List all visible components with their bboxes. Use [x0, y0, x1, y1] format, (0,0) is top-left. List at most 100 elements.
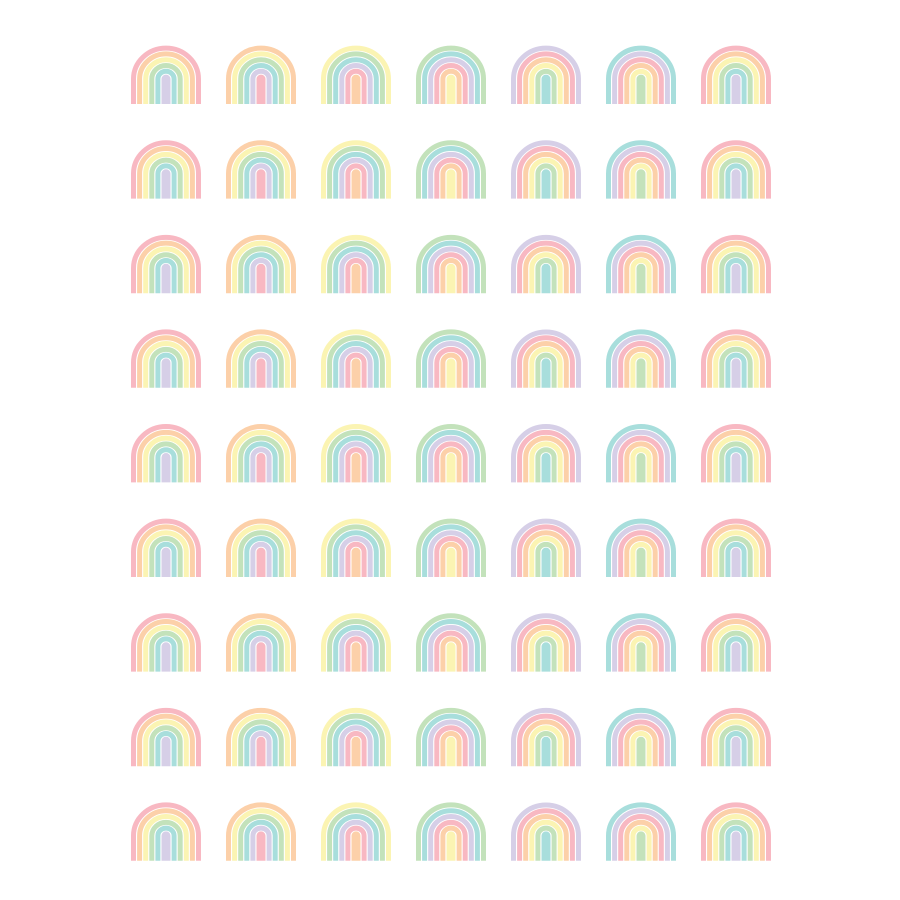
rainbow-arc-teal	[155, 825, 177, 861]
rainbow-arc-yellow	[630, 258, 652, 294]
rainbow-arc-lavender	[428, 246, 474, 294]
rainbow-sticker	[131, 613, 201, 672]
rainbow-arc-orange	[523, 57, 569, 104]
rainbow-sticker	[701, 802, 771, 861]
rainbow-arc-orange	[440, 731, 462, 767]
rainbow-sticker	[226, 424, 296, 483]
rainbow-arc-orange	[351, 547, 361, 577]
rainbow-arc-green	[327, 51, 385, 104]
rainbow-arc-teal	[244, 441, 278, 483]
rainbow-arc-green	[636, 642, 646, 672]
rainbow-sticker	[321, 329, 391, 388]
rainbow-sticker	[416, 140, 486, 199]
rainbow-arc-orange	[707, 240, 765, 294]
rainbow-arc-teal	[244, 252, 278, 294]
rainbow-arc-pink	[131, 518, 201, 577]
rainbow-arc-pink	[517, 713, 575, 767]
rainbow-arc-orange	[707, 524, 765, 577]
rainbow-arc-orange	[707, 808, 765, 861]
rainbow-sticker	[606, 802, 676, 861]
rainbow-arc-orange	[440, 352, 462, 388]
rainbow-arc-lavender	[731, 547, 741, 577]
rainbow-arc-green	[149, 441, 183, 483]
rainbow-arc-green	[149, 63, 183, 104]
rainbow-arc-pink	[434, 630, 468, 672]
rainbow-arc-green	[535, 731, 557, 767]
rainbow-sticker	[321, 707, 391, 767]
rainbow-arc-pink	[345, 352, 367, 388]
rainbow-arc-pink	[345, 731, 367, 767]
rainbow-arc-green	[416, 518, 486, 577]
rainbow-sticker	[131, 329, 201, 388]
rainbow-arc-green	[416, 424, 486, 483]
rainbow-arc-yellow	[321, 234, 391, 294]
rainbow-sticker	[511, 329, 581, 388]
rainbow-arc-yellow	[713, 246, 759, 294]
rainbow-arc-yellow	[529, 819, 563, 861]
rainbow-arc-green	[238, 719, 284, 767]
rainbow-arc-teal	[244, 63, 278, 104]
rainbow-arc-green	[535, 636, 557, 672]
rainbow-sticker	[416, 802, 486, 861]
rainbow-arc-teal	[606, 707, 676, 767]
rainbow-arc-teal	[422, 429, 480, 483]
rainbow-arc-orange	[226, 802, 296, 861]
rainbow-arc-pink	[517, 524, 575, 577]
rainbow-arc-lavender	[161, 263, 171, 294]
rainbow-sticker	[226, 802, 296, 861]
rainbow-arc-green	[149, 536, 183, 577]
rainbow-arc-yellow	[630, 636, 652, 672]
rainbow-sticker	[321, 234, 391, 294]
rainbow-arc-teal	[606, 424, 676, 483]
rainbow-arc-teal	[725, 163, 747, 199]
rainbow-arc-pink	[131, 613, 201, 672]
rainbow-arc-teal	[155, 447, 177, 483]
rainbow-sticker	[701, 140, 771, 199]
rainbow-arc-teal	[725, 825, 747, 861]
rainbow-arc-teal	[725, 68, 747, 104]
rainbow-arc-lavender	[511, 802, 581, 861]
rainbow-arc-teal	[422, 619, 480, 672]
rainbow-sticker	[606, 45, 676, 104]
rainbow-arc-pink	[517, 146, 575, 199]
rainbow-arc-lavender	[161, 169, 171, 199]
rainbow-arc-lavender	[511, 329, 581, 388]
rainbow-sticker	[416, 613, 486, 672]
rainbow-sticker	[701, 45, 771, 104]
rainbow-arc-orange	[440, 68, 462, 104]
rainbow-arc-orange	[226, 140, 296, 199]
rainbow-arc-lavender	[731, 736, 741, 767]
rainbow-arc-pink	[701, 424, 771, 483]
rainbow-arc-teal	[333, 57, 379, 104]
rainbow-arc-pink	[434, 252, 468, 294]
rainbow-arc-lavender	[511, 707, 581, 767]
rainbow-arc-green	[327, 524, 385, 577]
rainbow-arc-yellow	[529, 157, 563, 199]
rainbow-arc-lavender	[511, 45, 581, 104]
rainbow-arc-lavender	[161, 831, 171, 861]
rainbow-arc-yellow	[529, 252, 563, 294]
rainbow-arc-green	[535, 447, 557, 483]
rainbow-arc-green	[327, 713, 385, 767]
rainbow-arc-pink	[701, 45, 771, 104]
rainbow-arc-green	[238, 435, 284, 483]
rainbow-arc-pink	[345, 541, 367, 577]
rainbow-arc-yellow	[143, 246, 189, 294]
rainbow-arc-green	[535, 352, 557, 388]
rainbow-arc-lavender	[161, 736, 171, 767]
rainbow-arc-pink	[131, 329, 201, 388]
rainbow-arc-pink	[345, 68, 367, 104]
rainbow-arc-lavender	[161, 547, 171, 577]
rainbow-sticker	[226, 613, 296, 672]
rainbow-arc-green	[416, 45, 486, 104]
rainbow-arc-lavender	[731, 169, 741, 199]
rainbow-arc-green	[238, 341, 284, 388]
rainbow-arc-lavender	[428, 530, 474, 577]
rainbow-arc-pink	[256, 453, 266, 483]
rainbow-arc-lavender	[731, 263, 741, 294]
rainbow-arc-yellow	[713, 530, 759, 577]
rainbow-arc-orange	[523, 719, 569, 767]
rainbow-arc-teal	[244, 536, 278, 577]
rainbow-arc-lavender	[428, 719, 474, 767]
rainbow-arc-teal	[541, 74, 551, 104]
